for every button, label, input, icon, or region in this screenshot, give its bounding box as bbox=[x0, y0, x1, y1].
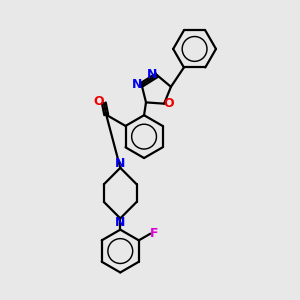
Text: O: O bbox=[94, 95, 104, 108]
Text: F: F bbox=[150, 226, 158, 240]
Text: N: N bbox=[132, 78, 142, 91]
Text: N: N bbox=[147, 68, 158, 81]
Text: N: N bbox=[115, 216, 125, 229]
Text: N: N bbox=[115, 157, 125, 170]
Text: O: O bbox=[164, 97, 174, 110]
